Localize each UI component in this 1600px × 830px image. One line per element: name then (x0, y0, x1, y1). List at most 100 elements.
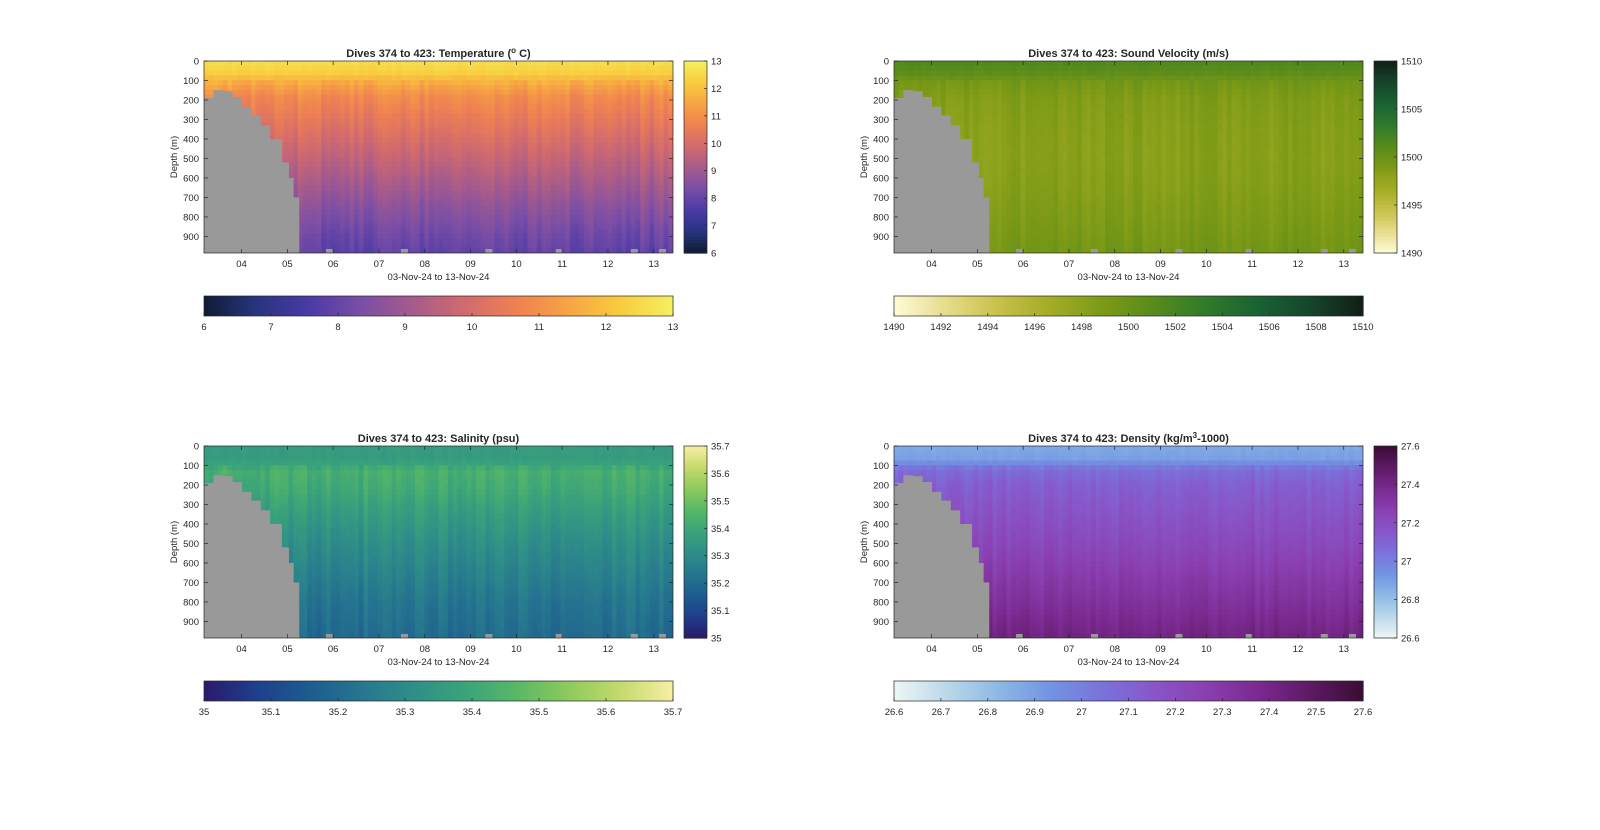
heatmap-cell (269, 118, 275, 124)
heatmap-cell (541, 238, 547, 244)
heatmap-cell (344, 157, 350, 163)
heatmap-cell (368, 65, 374, 72)
colorbar-tick-label: 6 (711, 249, 716, 260)
colorbar-segment (657, 296, 662, 316)
heatmap-cell (443, 104, 449, 110)
heatmap-cell (377, 248, 383, 253)
heatmap-cell (405, 109, 411, 115)
heatmap-cell (668, 75, 673, 81)
heatmap-cell (466, 104, 472, 110)
heatmap-cell (518, 195, 524, 201)
heatmap-cell (288, 70, 294, 76)
heatmap-cell (382, 128, 388, 134)
heatmap-cell (546, 147, 552, 153)
heatmap-cell (438, 233, 444, 240)
heatmap-cell (302, 209, 308, 216)
heatmap-cell (415, 200, 421, 206)
heatmap-cell (246, 89, 252, 96)
heatmap-cell (279, 99, 285, 105)
heatmap-cell (912, 70, 919, 76)
heatmap-cell (898, 65, 904, 72)
heatmap-cell (597, 152, 604, 158)
heatmap-cell (429, 85, 435, 91)
heatmap-cell (485, 94, 491, 100)
heatmap-cell (213, 75, 219, 81)
heatmap-cell (485, 185, 491, 192)
heatmap-cell (311, 123, 318, 129)
heatmap-cell (644, 181, 651, 187)
heatmap-cell (241, 99, 247, 105)
heatmap-cell (269, 133, 275, 139)
heatmap-cell (461, 113, 468, 120)
heatmap-cell (372, 238, 379, 244)
heatmap-cell (644, 99, 651, 105)
heatmap-cell (368, 166, 374, 172)
heatmap-cell (447, 190, 454, 196)
heatmap-cell (607, 161, 613, 168)
heatmap-cell (565, 166, 571, 172)
heatmap-cell (490, 176, 496, 182)
heatmap-cell (466, 185, 472, 192)
heatmap-cell (386, 113, 393, 120)
heatmap-cell (973, 123, 980, 129)
heatmap-cell (382, 190, 388, 196)
heatmap-cell (654, 104, 660, 110)
heatmap-cell (640, 61, 646, 67)
heatmap-cell (621, 152, 627, 158)
heatmap-cell (513, 70, 519, 76)
heatmap-cell (635, 99, 641, 105)
heatmap-cell (340, 94, 346, 100)
heatmap-cell (485, 214, 491, 220)
heatmap-cell (354, 137, 360, 144)
heatmap-cell (635, 238, 641, 244)
heatmap-cell (368, 161, 374, 168)
colorbar-segment (231, 296, 236, 316)
heatmap-cell (898, 89, 904, 96)
heatmap-cell (400, 190, 407, 196)
heatmap-cell (640, 99, 646, 105)
heatmap-cell (466, 113, 472, 120)
heatmap-cell (940, 89, 947, 96)
colorbar-segment (286, 296, 291, 316)
heatmap-cell (443, 152, 449, 158)
heatmap-cell (593, 75, 599, 81)
heatmap-cell (583, 65, 590, 72)
heatmap-cell (593, 123, 599, 129)
heatmap-cell (335, 176, 341, 182)
heatmap-cell (429, 61, 435, 67)
heatmap-cell (527, 65, 533, 72)
heatmap-cell (532, 137, 538, 144)
heatmap-cell (658, 209, 665, 216)
heatmap-cell (307, 229, 313, 235)
heatmap-cell (555, 133, 562, 139)
heatmap-cell (433, 209, 440, 216)
heatmap-cell (330, 85, 336, 91)
heatmap-cell (424, 133, 430, 139)
heatmap-cell (504, 214, 510, 220)
heatmap-cell (204, 70, 210, 76)
heatmap-cell (429, 123, 435, 129)
heatmap-cell (400, 219, 407, 225)
heatmap-cell (654, 152, 660, 158)
heatmap-cell (311, 166, 318, 172)
heatmap-cell (354, 190, 360, 196)
heatmap-cell (518, 109, 524, 115)
heatmap-cell (593, 118, 599, 124)
heatmap-cell (630, 233, 637, 240)
heatmap-cell (569, 171, 576, 177)
heatmap-cell (555, 80, 562, 86)
heatmap-cell (419, 166, 426, 172)
heatmap-cell (274, 99, 280, 105)
heatmap-cell (964, 104, 970, 110)
heatmap-cell (546, 205, 552, 211)
heatmap-cell (546, 214, 552, 220)
heatmap-cell (358, 142, 365, 148)
heatmap-cell (311, 185, 318, 192)
heatmap-cell (644, 200, 651, 206)
heatmap-cell (443, 123, 449, 129)
heatmap-cell (443, 113, 449, 120)
heatmap-cell (382, 142, 388, 148)
heatmap-cell (597, 205, 604, 211)
heatmap-cell (480, 233, 486, 240)
heatmap-cell (358, 75, 365, 81)
